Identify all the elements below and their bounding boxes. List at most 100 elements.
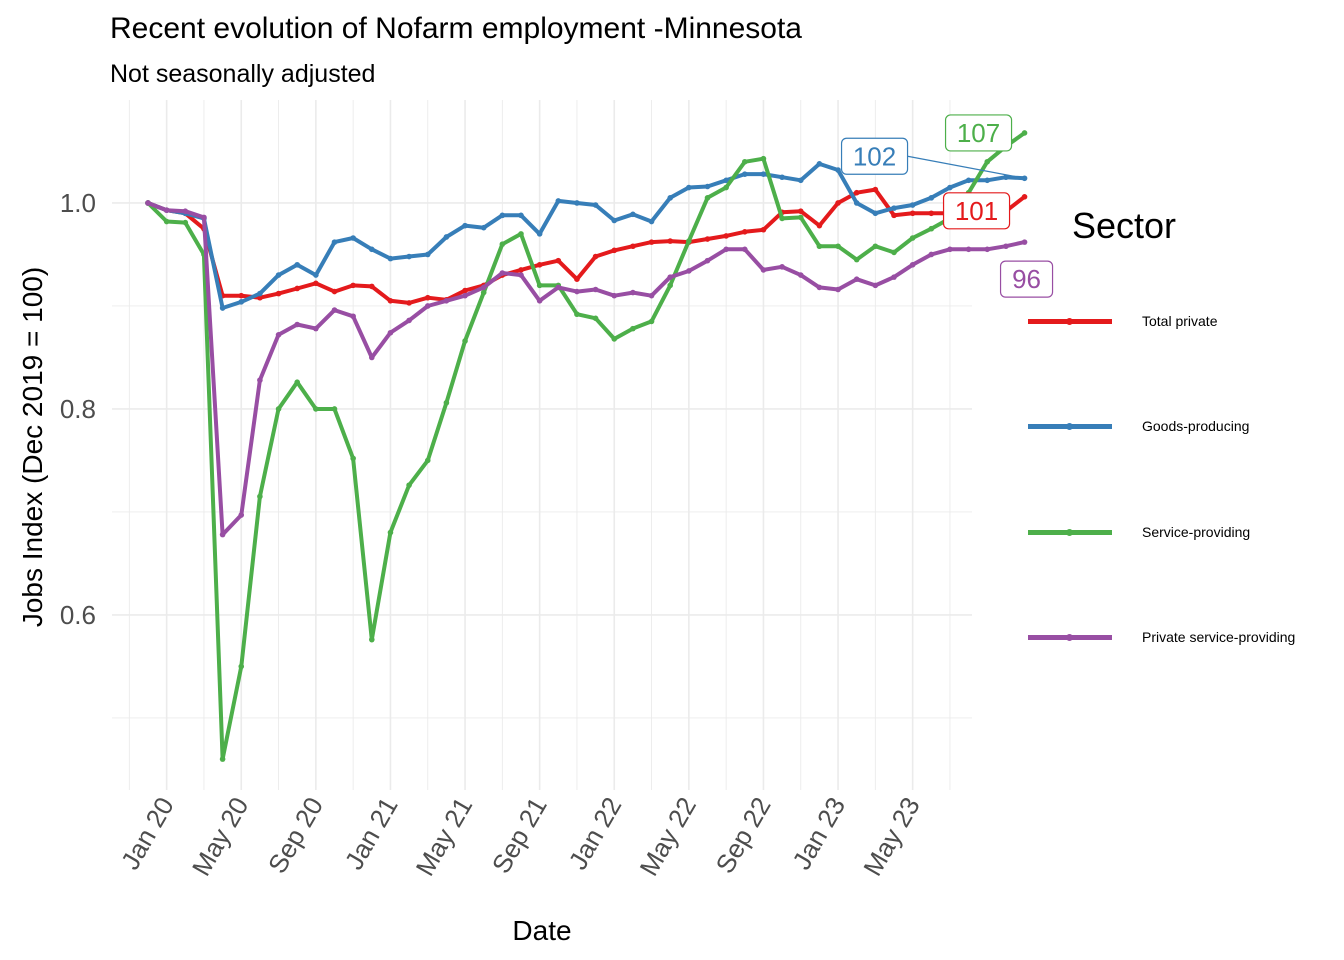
series-point	[294, 379, 301, 385]
series-point	[518, 272, 524, 278]
series-point	[219, 305, 226, 311]
series-point	[797, 272, 804, 278]
series-point	[648, 318, 655, 325]
series-point	[928, 210, 935, 217]
legend-key	[1028, 318, 1112, 325]
legend-label: Service-providing	[1142, 524, 1251, 540]
series-point	[536, 298, 543, 304]
series-point	[499, 212, 506, 219]
series-point	[462, 292, 468, 299]
legend-label: Goods-producing	[1142, 418, 1250, 434]
series-point	[163, 218, 170, 225]
legend-item-service-providing: Service-providing	[1028, 522, 1338, 542]
series-point	[816, 222, 823, 229]
series-point	[742, 229, 748, 235]
series-point	[555, 198, 562, 204]
series-point	[872, 243, 879, 250]
series-point	[630, 211, 636, 218]
series-point	[518, 231, 524, 237]
series-point	[238, 512, 245, 518]
series-point	[742, 171, 748, 177]
series-point	[275, 272, 282, 278]
series-point	[965, 177, 972, 184]
series-point	[163, 207, 170, 213]
series-point	[630, 243, 636, 250]
series-point	[536, 261, 543, 268]
series-point	[891, 212, 897, 219]
series-point	[965, 246, 972, 253]
series-point	[257, 493, 263, 500]
series-point	[294, 285, 301, 292]
series-point	[630, 325, 636, 332]
legend-title: Sector	[1072, 205, 1177, 246]
series-point	[872, 282, 879, 289]
series-point	[947, 246, 953, 253]
series-point	[611, 336, 618, 342]
series-point	[480, 224, 487, 231]
series-point	[835, 167, 841, 173]
series-point	[387, 329, 394, 336]
series-point	[443, 298, 450, 304]
series-point	[592, 202, 599, 208]
series-point	[872, 210, 879, 217]
series-point	[928, 195, 935, 201]
series-point	[331, 307, 338, 313]
series-point	[891, 274, 897, 280]
series-point	[369, 354, 375, 361]
series-point	[406, 317, 412, 324]
series-point	[760, 226, 767, 233]
end-label-text: 107	[957, 118, 1000, 148]
series-point	[760, 267, 767, 273]
series-point	[331, 288, 338, 295]
series-point	[443, 234, 450, 240]
legend-item-goods-producing: Goods-producing	[1028, 416, 1338, 436]
series-point	[424, 303, 431, 309]
series-point	[667, 282, 673, 289]
series-point	[182, 219, 189, 226]
series-point	[909, 210, 916, 217]
series-point	[294, 321, 301, 328]
series-line-1	[146, 161, 1027, 310]
series-point	[909, 235, 916, 241]
end-label-text: 102	[853, 141, 896, 171]
series-point	[891, 249, 897, 256]
series-point	[406, 482, 412, 488]
series-point	[797, 177, 804, 184]
series-point	[1021, 130, 1028, 136]
series-point	[667, 274, 673, 280]
series-point	[201, 214, 207, 221]
series-point	[909, 202, 916, 208]
x-axis-label: Date	[512, 915, 571, 946]
series-point	[387, 529, 394, 536]
y-tick-label: 0.8	[60, 394, 96, 424]
y-tick-label: 1.0	[60, 188, 96, 218]
series-point	[574, 288, 580, 295]
series-point	[313, 280, 319, 287]
end-label-text: 96	[1012, 264, 1041, 294]
series-point	[462, 338, 468, 344]
series-point	[853, 256, 860, 263]
series-point	[1003, 174, 1009, 181]
series-point	[835, 286, 841, 293]
chart-title: Recent evolution of Nofarm employment -M…	[110, 12, 802, 45]
legend-item-total-private: Total private	[1028, 311, 1338, 331]
series-lines	[145, 130, 1028, 762]
series-point	[853, 189, 860, 196]
series-point	[797, 208, 804, 215]
series-point	[275, 290, 282, 297]
series-point	[704, 257, 711, 264]
series-point	[592, 315, 599, 322]
series-point	[275, 332, 282, 338]
series-point	[704, 195, 711, 201]
series-point	[779, 174, 785, 181]
series-point	[480, 289, 487, 296]
series-point	[648, 292, 655, 299]
series-point	[742, 158, 748, 165]
series-point	[536, 231, 543, 237]
x-tick-label: May 22	[633, 792, 702, 881]
series-point	[984, 177, 991, 184]
series-point	[835, 200, 841, 206]
series-point	[424, 294, 431, 301]
